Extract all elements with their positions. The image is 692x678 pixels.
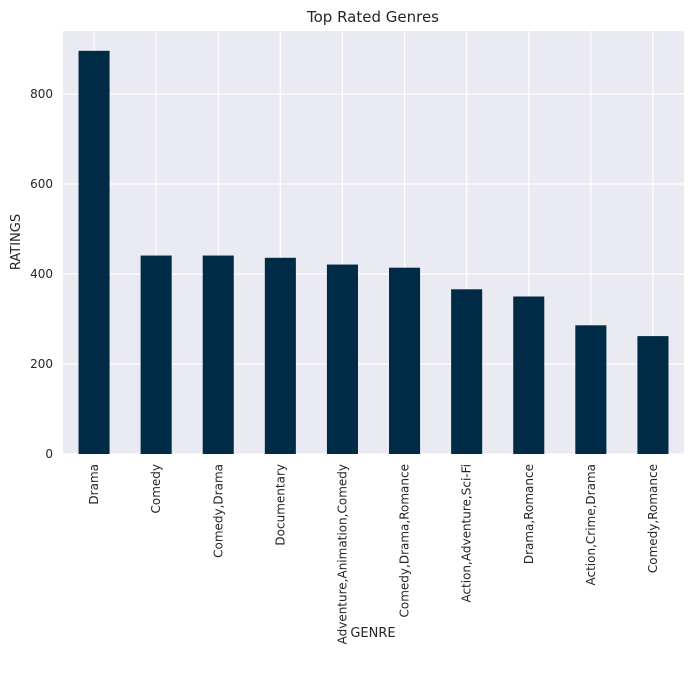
x-tick-label: Comedy,Drama,Romance [398,464,412,617]
bar-drama [78,50,110,455]
x-tick-label: Documentary [273,464,287,546]
x-tick-label: Action,Crime,Drama [584,464,598,586]
bars [78,50,669,455]
y-tick-label: 400 [30,267,53,281]
x-tick-label: Comedy,Romance [646,464,660,573]
x-axis-label: GENRE [350,626,395,641]
x-tick-label: Drama [87,464,101,505]
x-tick-labels: Drama Comedy Comedy,Drama Documentary Advent… [87,464,660,644]
bar-drama-romance [513,296,545,454]
bar-action-crime-drama [575,325,607,454]
x-tick-label: Comedy [149,464,163,514]
bar-comedy-drama-romance [389,267,421,454]
bar-comedy-drama [202,255,234,454]
y-tick-label: 800 [30,87,53,101]
x-tick-label: Action,Adventure,Sci-Fi [460,464,474,603]
bar-documentary [264,257,296,454]
bar-comedy-romance [637,336,669,454]
y-tick-label: 200 [30,357,53,371]
bar-comedy [140,255,172,454]
x-tick-label: Drama,Romance [522,464,536,564]
x-tick-label: Comedy,Drama [211,464,225,558]
chart-title: Top Rated Genres [306,8,439,26]
y-tick-label: 600 [30,177,53,191]
y-tick-label: 0 [45,447,53,461]
y-axis-label: RATINGS [9,214,24,270]
x-tick-label: Adventure,Animation,Comedy [335,464,349,644]
bar-action-adventure-sci-fi [451,289,483,454]
bar-adventure-animation-comedy [326,264,358,454]
y-tick-labels: 0 200 400 600 800 [30,87,53,461]
